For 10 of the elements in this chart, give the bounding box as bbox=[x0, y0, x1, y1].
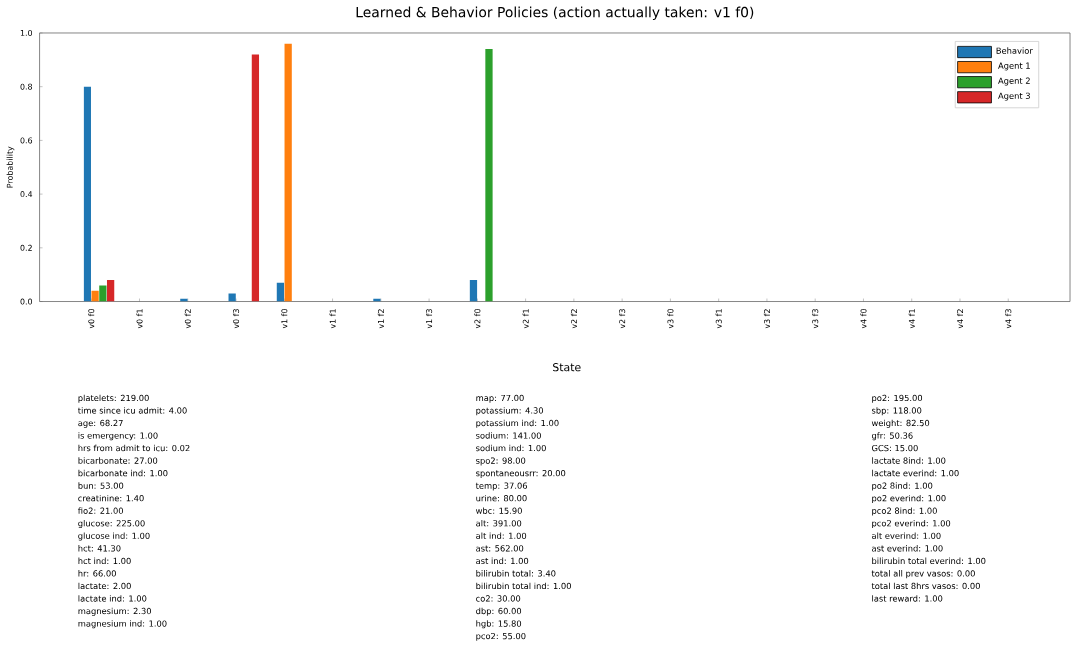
bar bbox=[276, 282, 285, 302]
bar bbox=[485, 49, 493, 302]
bar bbox=[91, 290, 99, 302]
bar bbox=[83, 86, 91, 302]
bar bbox=[251, 54, 260, 302]
bar bbox=[106, 280, 115, 302]
bar bbox=[228, 293, 236, 302]
bar bbox=[99, 285, 107, 302]
bar bbox=[469, 280, 478, 302]
bar bbox=[284, 43, 292, 302]
